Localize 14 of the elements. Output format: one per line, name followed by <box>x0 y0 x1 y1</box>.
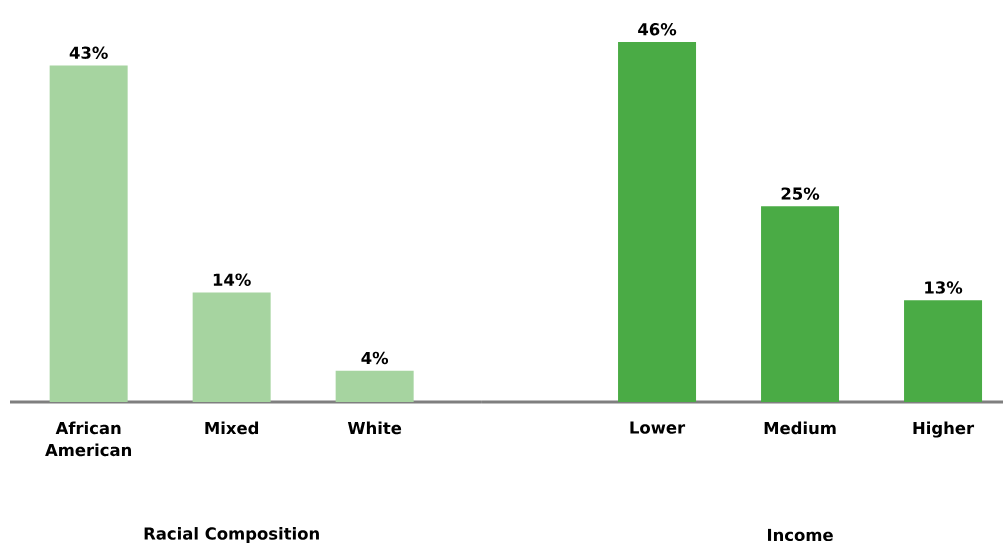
x-tick-label: Lower <box>630 421 686 434</box>
x-tick-label: Medium <box>764 421 836 435</box>
x-axis-title: Income <box>767 528 833 542</box>
data-label: 25% <box>781 187 820 200</box>
data-label: 4% <box>361 351 389 365</box>
data-label: 46% <box>638 23 677 36</box>
data-label: 13% <box>925 281 963 294</box>
x-tick-label: Mixed <box>205 421 259 435</box>
x-axis-title: Racial Composition <box>144 527 319 543</box>
data-label: 14% <box>213 273 251 286</box>
x-tick-label: African American <box>45 421 132 457</box>
x-tick-label: Higher <box>913 421 975 438</box>
x-tick-label: White <box>347 421 402 435</box>
data-label: 43% <box>69 46 108 59</box>
